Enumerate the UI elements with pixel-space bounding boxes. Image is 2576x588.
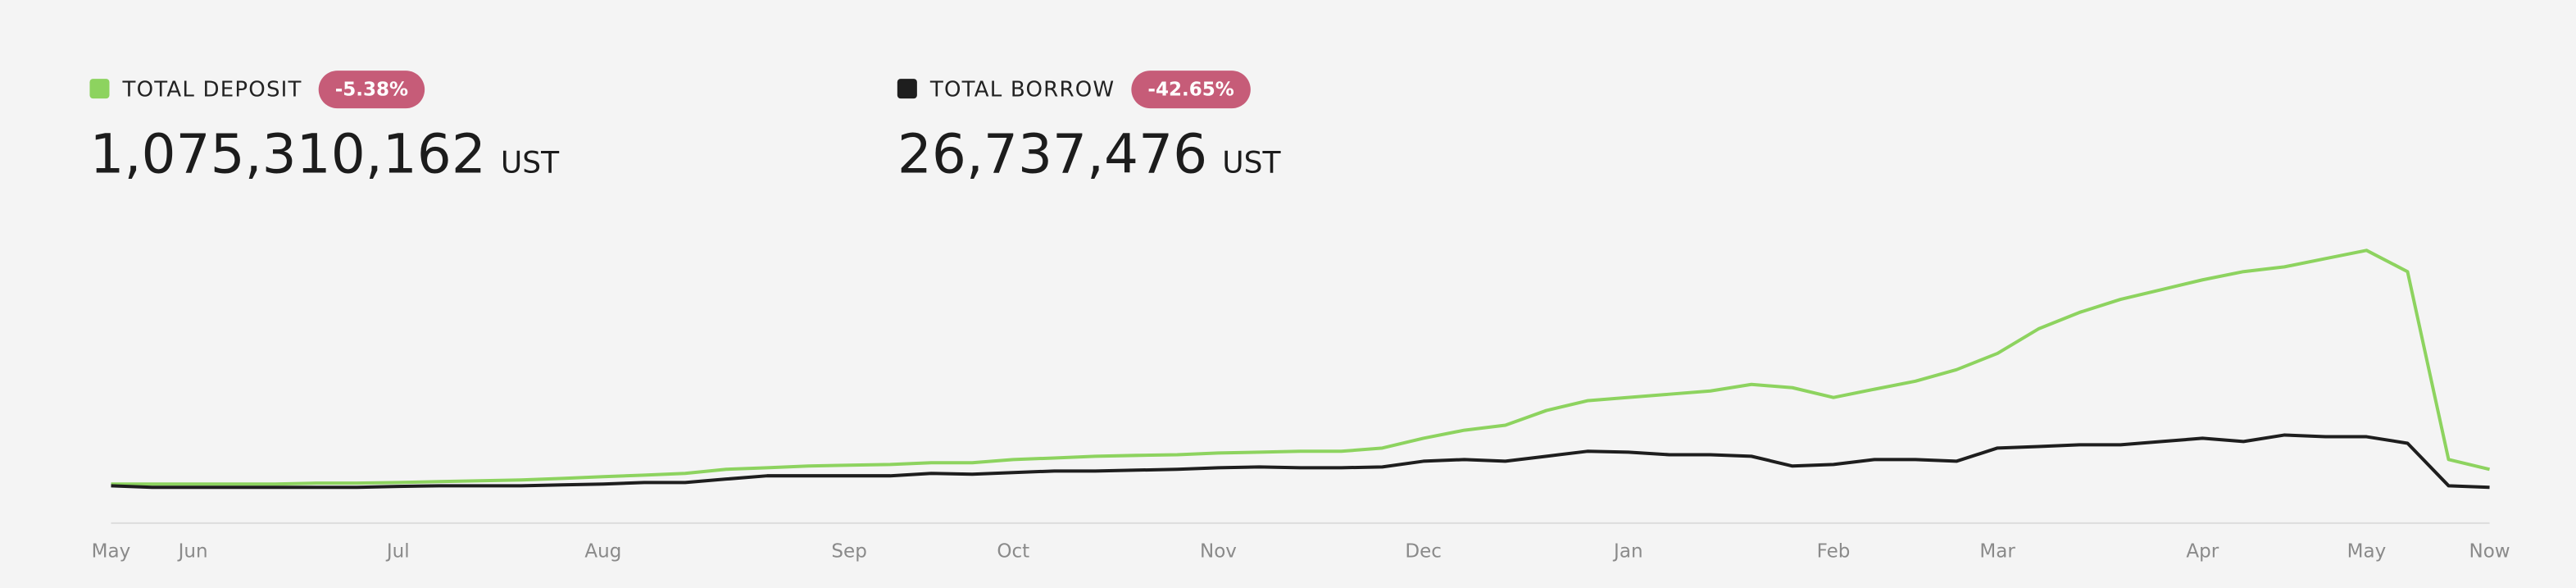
legend-swatch — [897, 79, 917, 99]
x-tick-label: Apr — [2186, 540, 2219, 562]
total-value: 26,737,476 — [897, 122, 1207, 185]
x-tick-label: Now — [2469, 540, 2510, 562]
x-tick-label: Feb — [1817, 540, 1851, 562]
legend-swatch — [89, 79, 110, 99]
series-line — [111, 433, 2490, 490]
total-unit: UST — [1222, 145, 1281, 180]
x-tick-label: Aug — [584, 540, 621, 562]
change-badge-text: -5.38% — [335, 80, 408, 101]
legend-label: TOTAL BORROW — [929, 78, 1115, 103]
total-value: 1,075,310,162 — [89, 122, 485, 185]
legend-label: TOTAL DEPOSIT — [122, 78, 302, 103]
x-tick-label: May — [92, 540, 131, 562]
x-tick-label: Sep — [831, 540, 866, 562]
series-line — [111, 248, 2491, 486]
x-tick-label: Nov — [1200, 540, 1237, 562]
x-tick-label: May — [2347, 540, 2387, 562]
change-badge-text: -42.65% — [1147, 80, 1233, 101]
total-unit: UST — [501, 145, 560, 180]
change-badge — [1131, 71, 1251, 109]
x-tick-label: Jun — [177, 540, 208, 562]
x-tick-label: Mar — [1979, 540, 2015, 562]
x-tick-label: Jan — [1612, 540, 1642, 562]
x-tick-label: Oct — [997, 540, 1029, 562]
x-tick-label: Dec — [1405, 540, 1442, 562]
x-tick-label: Jul — [385, 540, 410, 562]
change-badge — [318, 71, 425, 109]
